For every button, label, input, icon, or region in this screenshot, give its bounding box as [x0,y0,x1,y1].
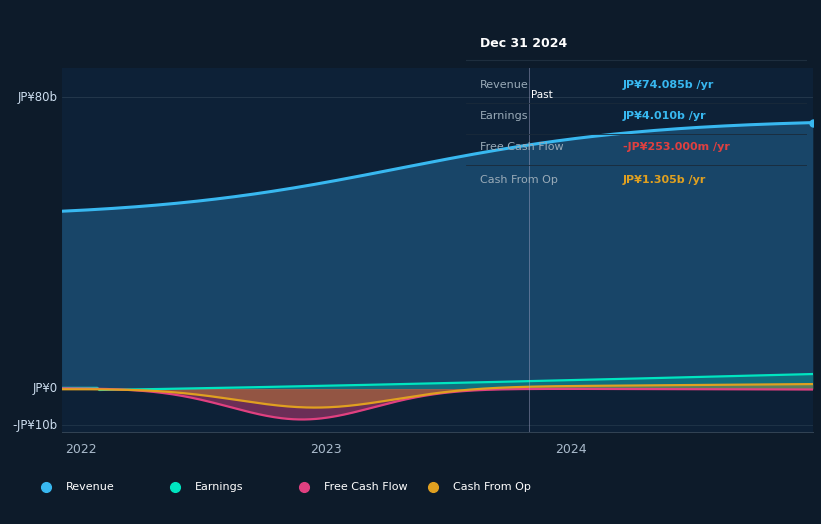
Text: Revenue: Revenue [480,81,529,91]
Text: Earnings: Earnings [480,111,529,122]
Text: Dec 31 2024: Dec 31 2024 [480,37,567,50]
Text: Free Cash Flow: Free Cash Flow [480,142,563,152]
Text: Cash From Op: Cash From Op [453,482,531,493]
Text: JP¥1.305b /yr: JP¥1.305b /yr [623,175,706,185]
Text: -JP¥10b: -JP¥10b [12,419,57,432]
Text: Past: Past [531,90,553,100]
Text: Cash From Op: Cash From Op [480,175,557,185]
Text: JP¥4.010b /yr: JP¥4.010b /yr [623,111,707,122]
Text: -JP¥253.000m /yr: -JP¥253.000m /yr [623,142,730,152]
Text: JP¥80b: JP¥80b [18,91,57,104]
Text: JP¥0: JP¥0 [33,382,57,395]
Text: Free Cash Flow: Free Cash Flow [324,482,408,493]
Text: Earnings: Earnings [195,482,244,493]
Text: Revenue: Revenue [67,482,115,493]
Text: JP¥74.085b /yr: JP¥74.085b /yr [623,81,714,91]
